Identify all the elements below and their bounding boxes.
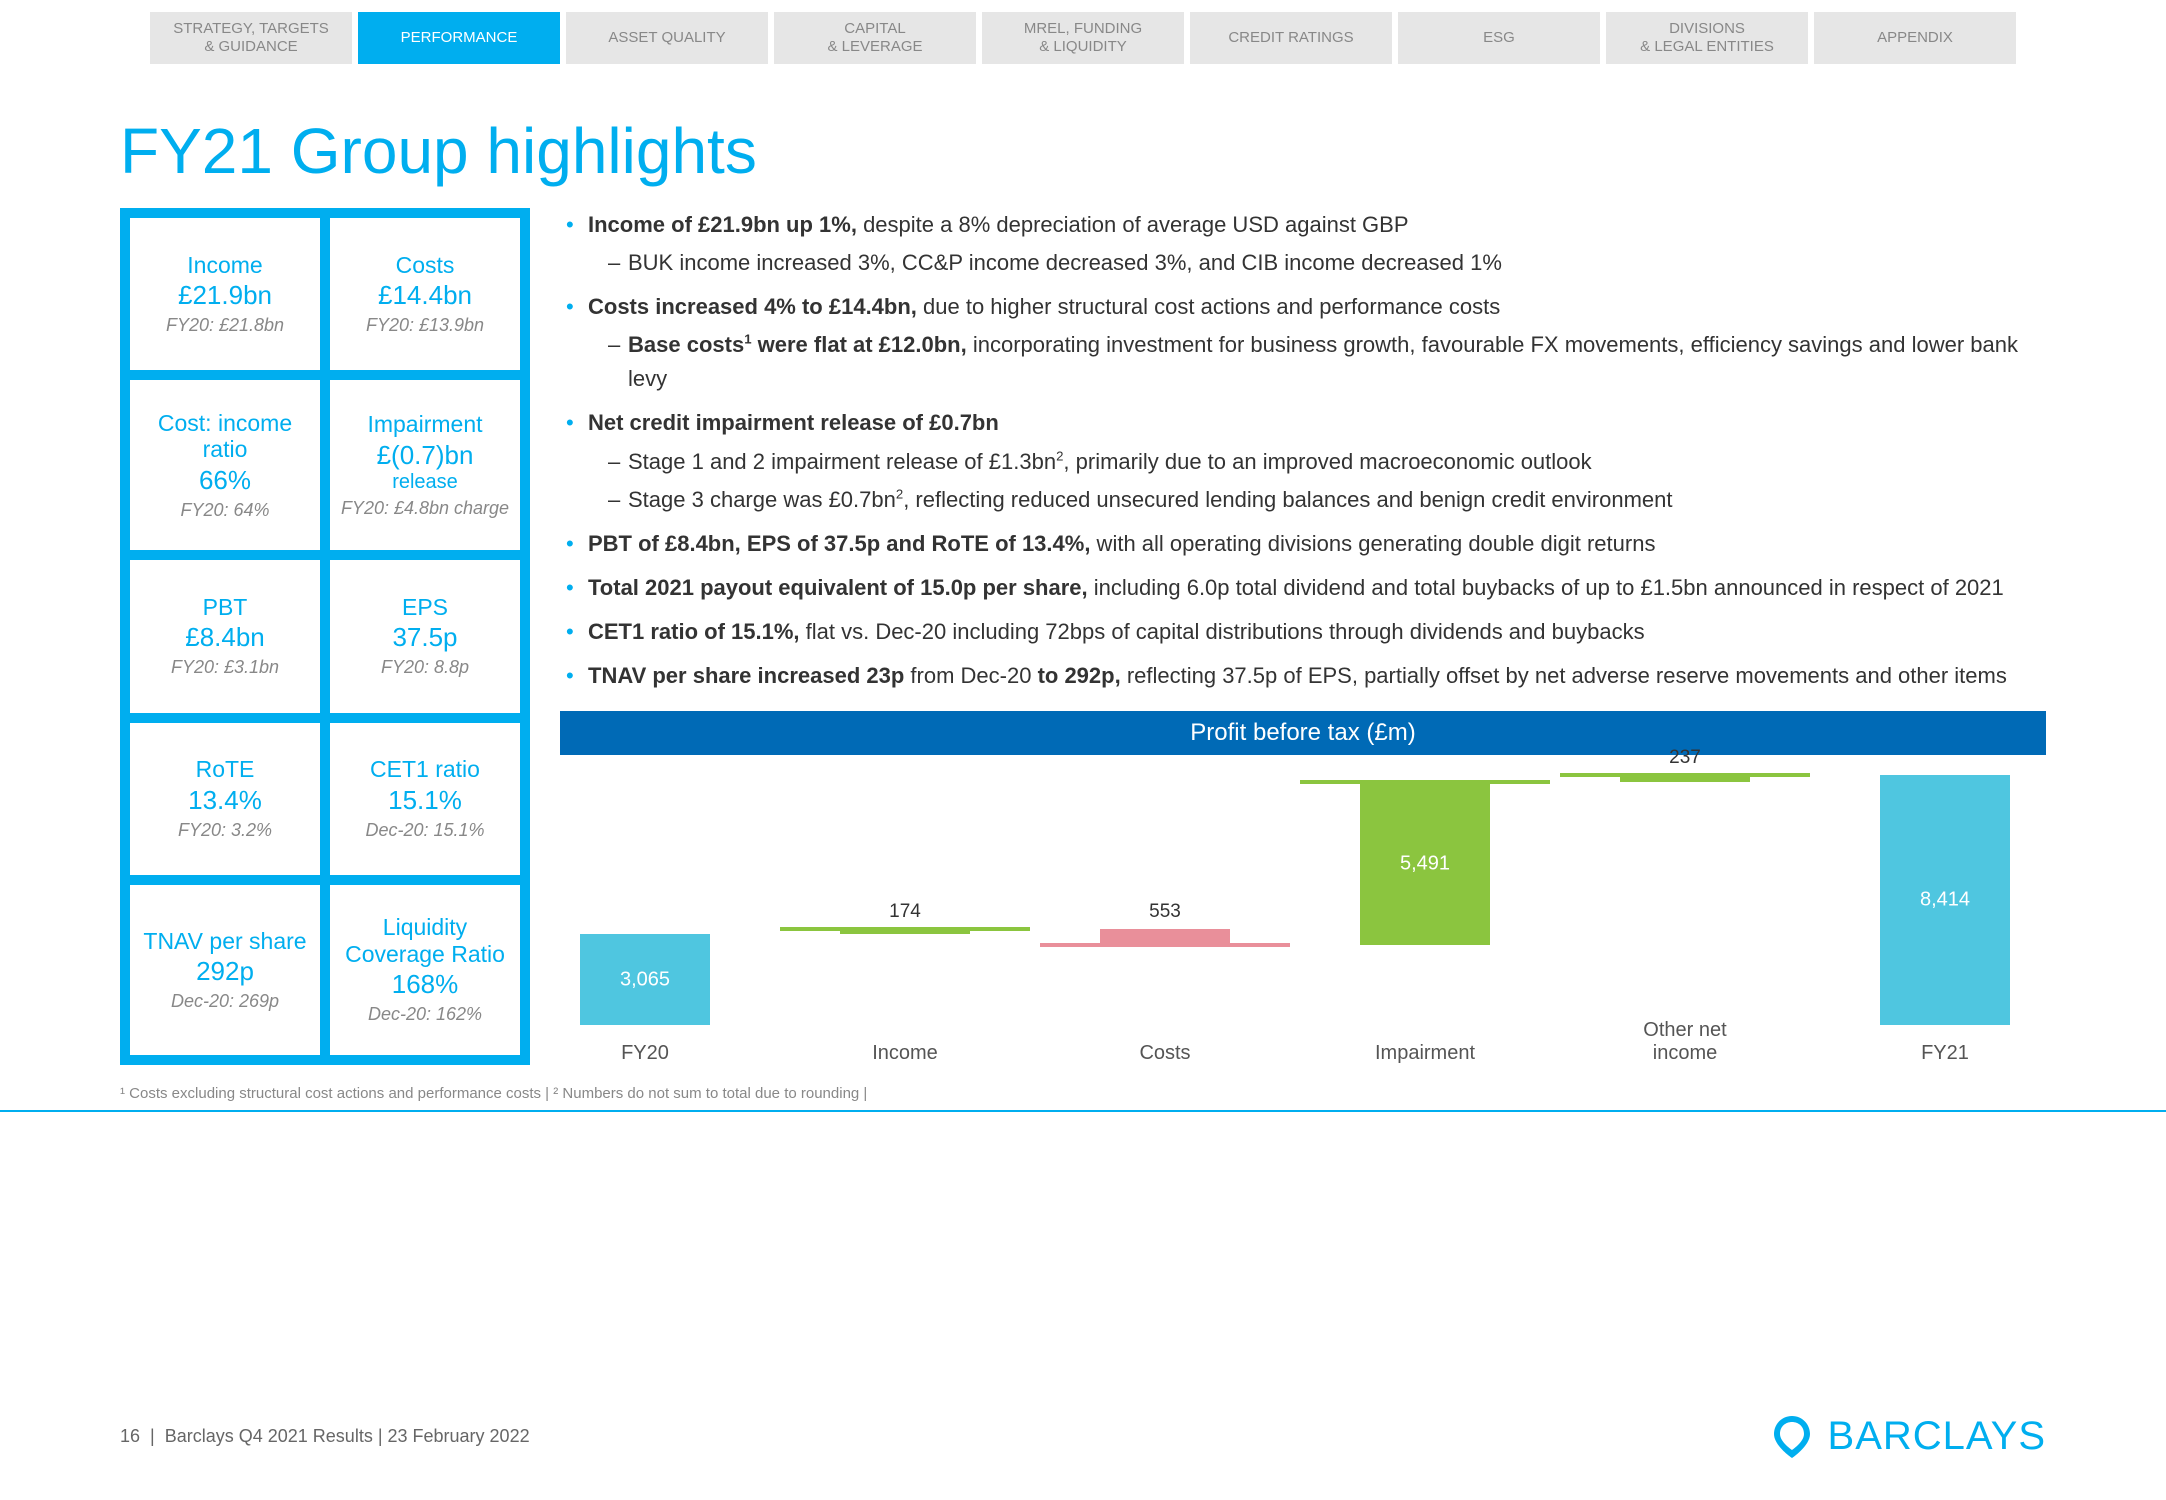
metric-box: Liquidity Coverage Ratio168%Dec-20: 162% (330, 885, 520, 1055)
nav-tabs: STRATEGY, TARGETS & GUIDANCEPERFORMANCEA… (0, 0, 2166, 64)
chart-axis-label: Impairment (1360, 1042, 1490, 1065)
footnote: ¹ Costs excluding structural cost action… (0, 1065, 2166, 1112)
nav-tab[interactable]: APPENDIX (1814, 12, 2016, 64)
chart-axis-label: Costs (1100, 1042, 1230, 1065)
chart-axis-label: Income (840, 1042, 970, 1065)
metric-box: TNAV per share292pDec-20: 269p (130, 885, 320, 1055)
nav-tab[interactable]: CREDIT RATINGS (1190, 12, 1392, 64)
metrics-grid: Income£21.9bnFY20: £21.8bnCosts£14.4bnFY… (120, 208, 530, 1065)
waterfall-chart: 3,065FY20174Income553Costs5,491Impairmen… (560, 765, 2046, 1065)
nav-tab[interactable]: STRATEGY, TARGETS & GUIDANCE (150, 12, 352, 64)
metric-box: Impairment£(0.7)bnreleaseFY20: £4.8bn ch… (330, 380, 520, 550)
metric-box: Costs£14.4bnFY20: £13.9bn (330, 218, 520, 370)
chart-title: Profit before tax (£m) (560, 711, 2046, 755)
metric-box: EPS37.5pFY20: 8.8p (330, 560, 520, 712)
chart-axis-label: Other net income (1620, 1019, 1750, 1065)
nav-tab[interactable]: CAPITAL & LEVERAGE (774, 12, 976, 64)
barclays-logo: BARCLAYS (1768, 1412, 2046, 1460)
page-title: FY21 Group highlights (0, 64, 2166, 208)
nav-tab[interactable]: PERFORMANCE (358, 12, 560, 64)
metric-box: Cost: income ratio66%FY20: 64% (130, 380, 320, 550)
bullet-list: Income of £21.9bn up 1%, despite a 8% de… (560, 208, 2046, 693)
footer-text: Barclays Q4 2021 Results | 23 February 2… (165, 1426, 530, 1446)
nav-tab[interactable]: ESG (1398, 12, 1600, 64)
metric-box: RoTE13.4%FY20: 3.2% (130, 723, 320, 875)
metric-box: CET1 ratio15.1%Dec-20: 15.1% (330, 723, 520, 875)
chart-axis-label: FY21 (1880, 1042, 2010, 1065)
page-number: 16 (120, 1426, 140, 1446)
nav-tab[interactable]: MREL, FUNDING & LIQUIDITY (982, 12, 1184, 64)
footer: 16 | Barclays Q4 2021 Results | 23 Febru… (0, 1412, 2166, 1460)
chart-axis-label: FY20 (580, 1042, 710, 1065)
metric-box: PBT£8.4bnFY20: £3.1bn (130, 560, 320, 712)
metric-box: Income£21.9bnFY20: £21.8bn (130, 218, 320, 370)
nav-tab[interactable]: ASSET QUALITY (566, 12, 768, 64)
nav-tab[interactable]: DIVISIONS & LEGAL ENTITIES (1606, 12, 1808, 64)
